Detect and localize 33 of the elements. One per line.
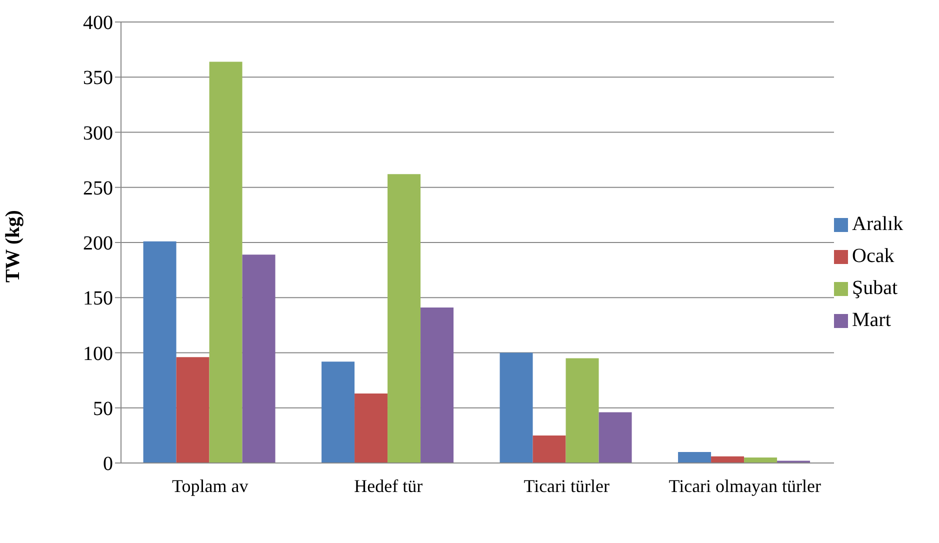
bar [420, 308, 454, 463]
bar [354, 394, 388, 463]
bar [532, 435, 566, 463]
bar [598, 412, 632, 463]
y-tick-label: 200 [83, 232, 113, 255]
bar [209, 62, 242, 463]
bar [143, 241, 176, 463]
bar [242, 254, 276, 463]
bar [322, 362, 355, 463]
y-tick-label: 350 [83, 67, 113, 90]
x-tick-label: Toplam av [172, 476, 248, 496]
x-tick-label: Ticari türler [524, 476, 610, 496]
bar [388, 174, 421, 463]
y-tick-label: 400 [83, 12, 113, 34]
legend-label: Şubat [852, 276, 898, 298]
y-tick-label: 300 [83, 122, 113, 144]
x-tick-label: Ticari olmayan türler [668, 476, 822, 496]
y-tick-label: 150 [83, 288, 113, 310]
y-tick-label: 50 [93, 398, 113, 420]
y-tick-label: 100 [83, 342, 113, 365]
y-tick-label: 250 [83, 177, 113, 200]
bar [711, 456, 744, 463]
bar [678, 452, 712, 463]
legend-label: Aralık [852, 212, 904, 234]
y-axis-title: TW (kg) [2, 210, 24, 282]
bar [500, 352, 533, 463]
legend-label: Mart [852, 308, 891, 330]
bar [176, 357, 210, 463]
bar [744, 457, 778, 463]
x-tick-label: Hedef tür [354, 476, 423, 496]
bar [566, 358, 599, 463]
legend-label: Ocak [852, 244, 894, 266]
y-tick-label: 0 [103, 453, 113, 476]
